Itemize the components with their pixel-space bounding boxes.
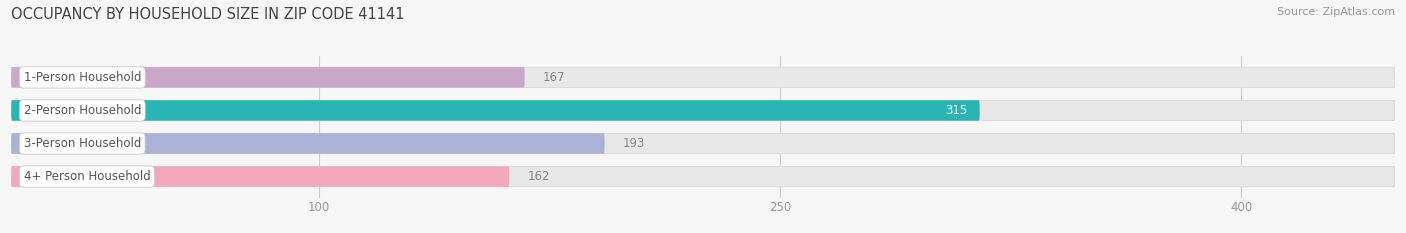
Text: 167: 167 (543, 71, 565, 84)
Text: 3-Person Household: 3-Person Household (24, 137, 141, 150)
FancyBboxPatch shape (11, 67, 524, 88)
Text: 193: 193 (623, 137, 645, 150)
Text: 162: 162 (527, 170, 550, 183)
FancyBboxPatch shape (11, 100, 1395, 121)
FancyBboxPatch shape (11, 100, 980, 121)
Text: Source: ZipAtlas.com: Source: ZipAtlas.com (1277, 7, 1395, 17)
FancyBboxPatch shape (11, 166, 1395, 187)
Text: 4+ Person Household: 4+ Person Household (24, 170, 150, 183)
FancyBboxPatch shape (11, 166, 509, 187)
FancyBboxPatch shape (11, 133, 1395, 154)
Text: 1-Person Household: 1-Person Household (24, 71, 141, 84)
Text: 315: 315 (945, 104, 967, 117)
Text: 2-Person Household: 2-Person Household (24, 104, 141, 117)
FancyBboxPatch shape (11, 67, 1395, 88)
Text: OCCUPANCY BY HOUSEHOLD SIZE IN ZIP CODE 41141: OCCUPANCY BY HOUSEHOLD SIZE IN ZIP CODE … (11, 7, 405, 22)
FancyBboxPatch shape (11, 133, 605, 154)
